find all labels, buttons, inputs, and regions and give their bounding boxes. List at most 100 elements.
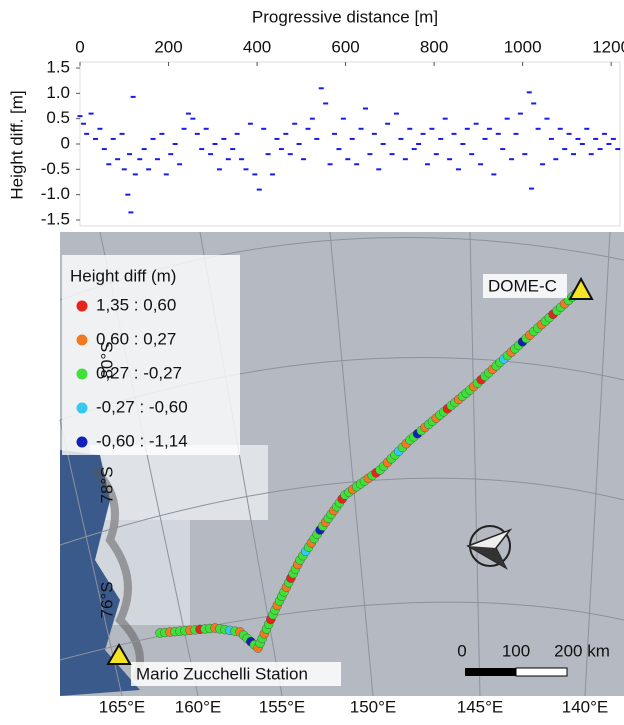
point — [221, 137, 227, 140]
point — [495, 132, 501, 135]
x-tick-label: 1200 — [592, 37, 624, 56]
point — [464, 127, 470, 130]
point — [579, 143, 585, 145]
point — [243, 168, 249, 171]
point — [367, 153, 373, 156]
legend-marker — [76, 436, 88, 448]
point — [287, 153, 293, 156]
lon-label: 155°E — [259, 697, 306, 716]
point — [141, 148, 147, 151]
point — [208, 153, 214, 156]
point — [460, 143, 466, 145]
point — [380, 143, 386, 145]
point — [159, 132, 165, 135]
point — [230, 148, 236, 151]
legend-box — [62, 255, 240, 455]
point — [216, 168, 222, 171]
point — [305, 127, 311, 130]
point — [77, 115, 83, 118]
scale-label: 200 km — [554, 641, 610, 660]
point — [517, 112, 523, 115]
point — [345, 158, 351, 161]
scale-label: 100 — [502, 641, 530, 660]
point — [125, 193, 131, 196]
point — [473, 122, 479, 125]
point — [247, 122, 253, 125]
point — [323, 102, 329, 105]
y-tick-label: 1.5 — [46, 57, 70, 76]
point — [128, 211, 134, 214]
point — [429, 127, 435, 130]
point — [548, 137, 554, 140]
point — [588, 153, 594, 156]
legend-title: Height diff (m) — [70, 266, 176, 285]
point — [442, 117, 448, 120]
point — [482, 137, 488, 140]
point — [478, 163, 484, 166]
y-axis-title: Height diff. [m] — [7, 90, 26, 199]
point — [526, 91, 532, 94]
point — [371, 132, 377, 135]
point — [115, 158, 121, 161]
legend-label: 1,35 : 0,60 — [96, 295, 176, 314]
x-tick-label: 400 — [243, 37, 271, 56]
compass — [466, 525, 513, 570]
point — [340, 117, 346, 120]
point — [318, 87, 324, 90]
point — [270, 173, 276, 176]
place-marker — [568, 276, 594, 300]
lon-label: 150°E — [350, 697, 397, 716]
point — [88, 112, 94, 115]
point — [190, 117, 196, 120]
legend-label: -0,60 : -1,14 — [96, 431, 188, 450]
coast — [92, 467, 144, 682]
point — [81, 122, 87, 125]
point — [239, 158, 245, 161]
point — [212, 143, 218, 145]
point — [296, 143, 302, 145]
point — [154, 158, 160, 161]
track — [155, 288, 581, 653]
point — [101, 148, 107, 151]
point — [424, 163, 430, 166]
x-tick-label: 600 — [331, 37, 359, 56]
point — [389, 153, 395, 156]
legend-marker — [76, 334, 88, 346]
point — [398, 137, 404, 140]
point — [185, 112, 191, 115]
point — [283, 132, 289, 135]
point — [225, 158, 231, 161]
point — [130, 95, 136, 98]
point — [575, 137, 581, 140]
point — [332, 132, 338, 135]
point — [416, 143, 422, 145]
point — [121, 168, 127, 171]
point — [597, 148, 603, 151]
point — [455, 168, 461, 171]
x-tick-label: 800 — [420, 37, 448, 56]
point — [358, 127, 364, 130]
place-marker — [106, 643, 132, 665]
point — [92, 137, 98, 140]
point — [203, 127, 209, 130]
point — [301, 158, 307, 161]
plot-frame — [79, 61, 621, 227]
place-label: Mario Zucchelli Station — [136, 664, 308, 683]
point — [292, 122, 298, 125]
point — [163, 173, 169, 176]
point — [314, 137, 320, 140]
point — [504, 117, 510, 120]
point — [411, 148, 417, 151]
point — [349, 137, 355, 140]
point — [127, 153, 133, 156]
point — [557, 127, 563, 130]
point — [150, 137, 156, 140]
point — [553, 158, 559, 161]
legend-label: 0,60 : 0,27 — [96, 329, 176, 348]
y-tick-label: -0.5 — [41, 159, 70, 178]
lon-label: 160°E — [175, 697, 222, 716]
point — [119, 132, 125, 135]
scale-bar — [465, 668, 516, 676]
point — [309, 117, 315, 120]
legend-marker — [76, 402, 88, 414]
